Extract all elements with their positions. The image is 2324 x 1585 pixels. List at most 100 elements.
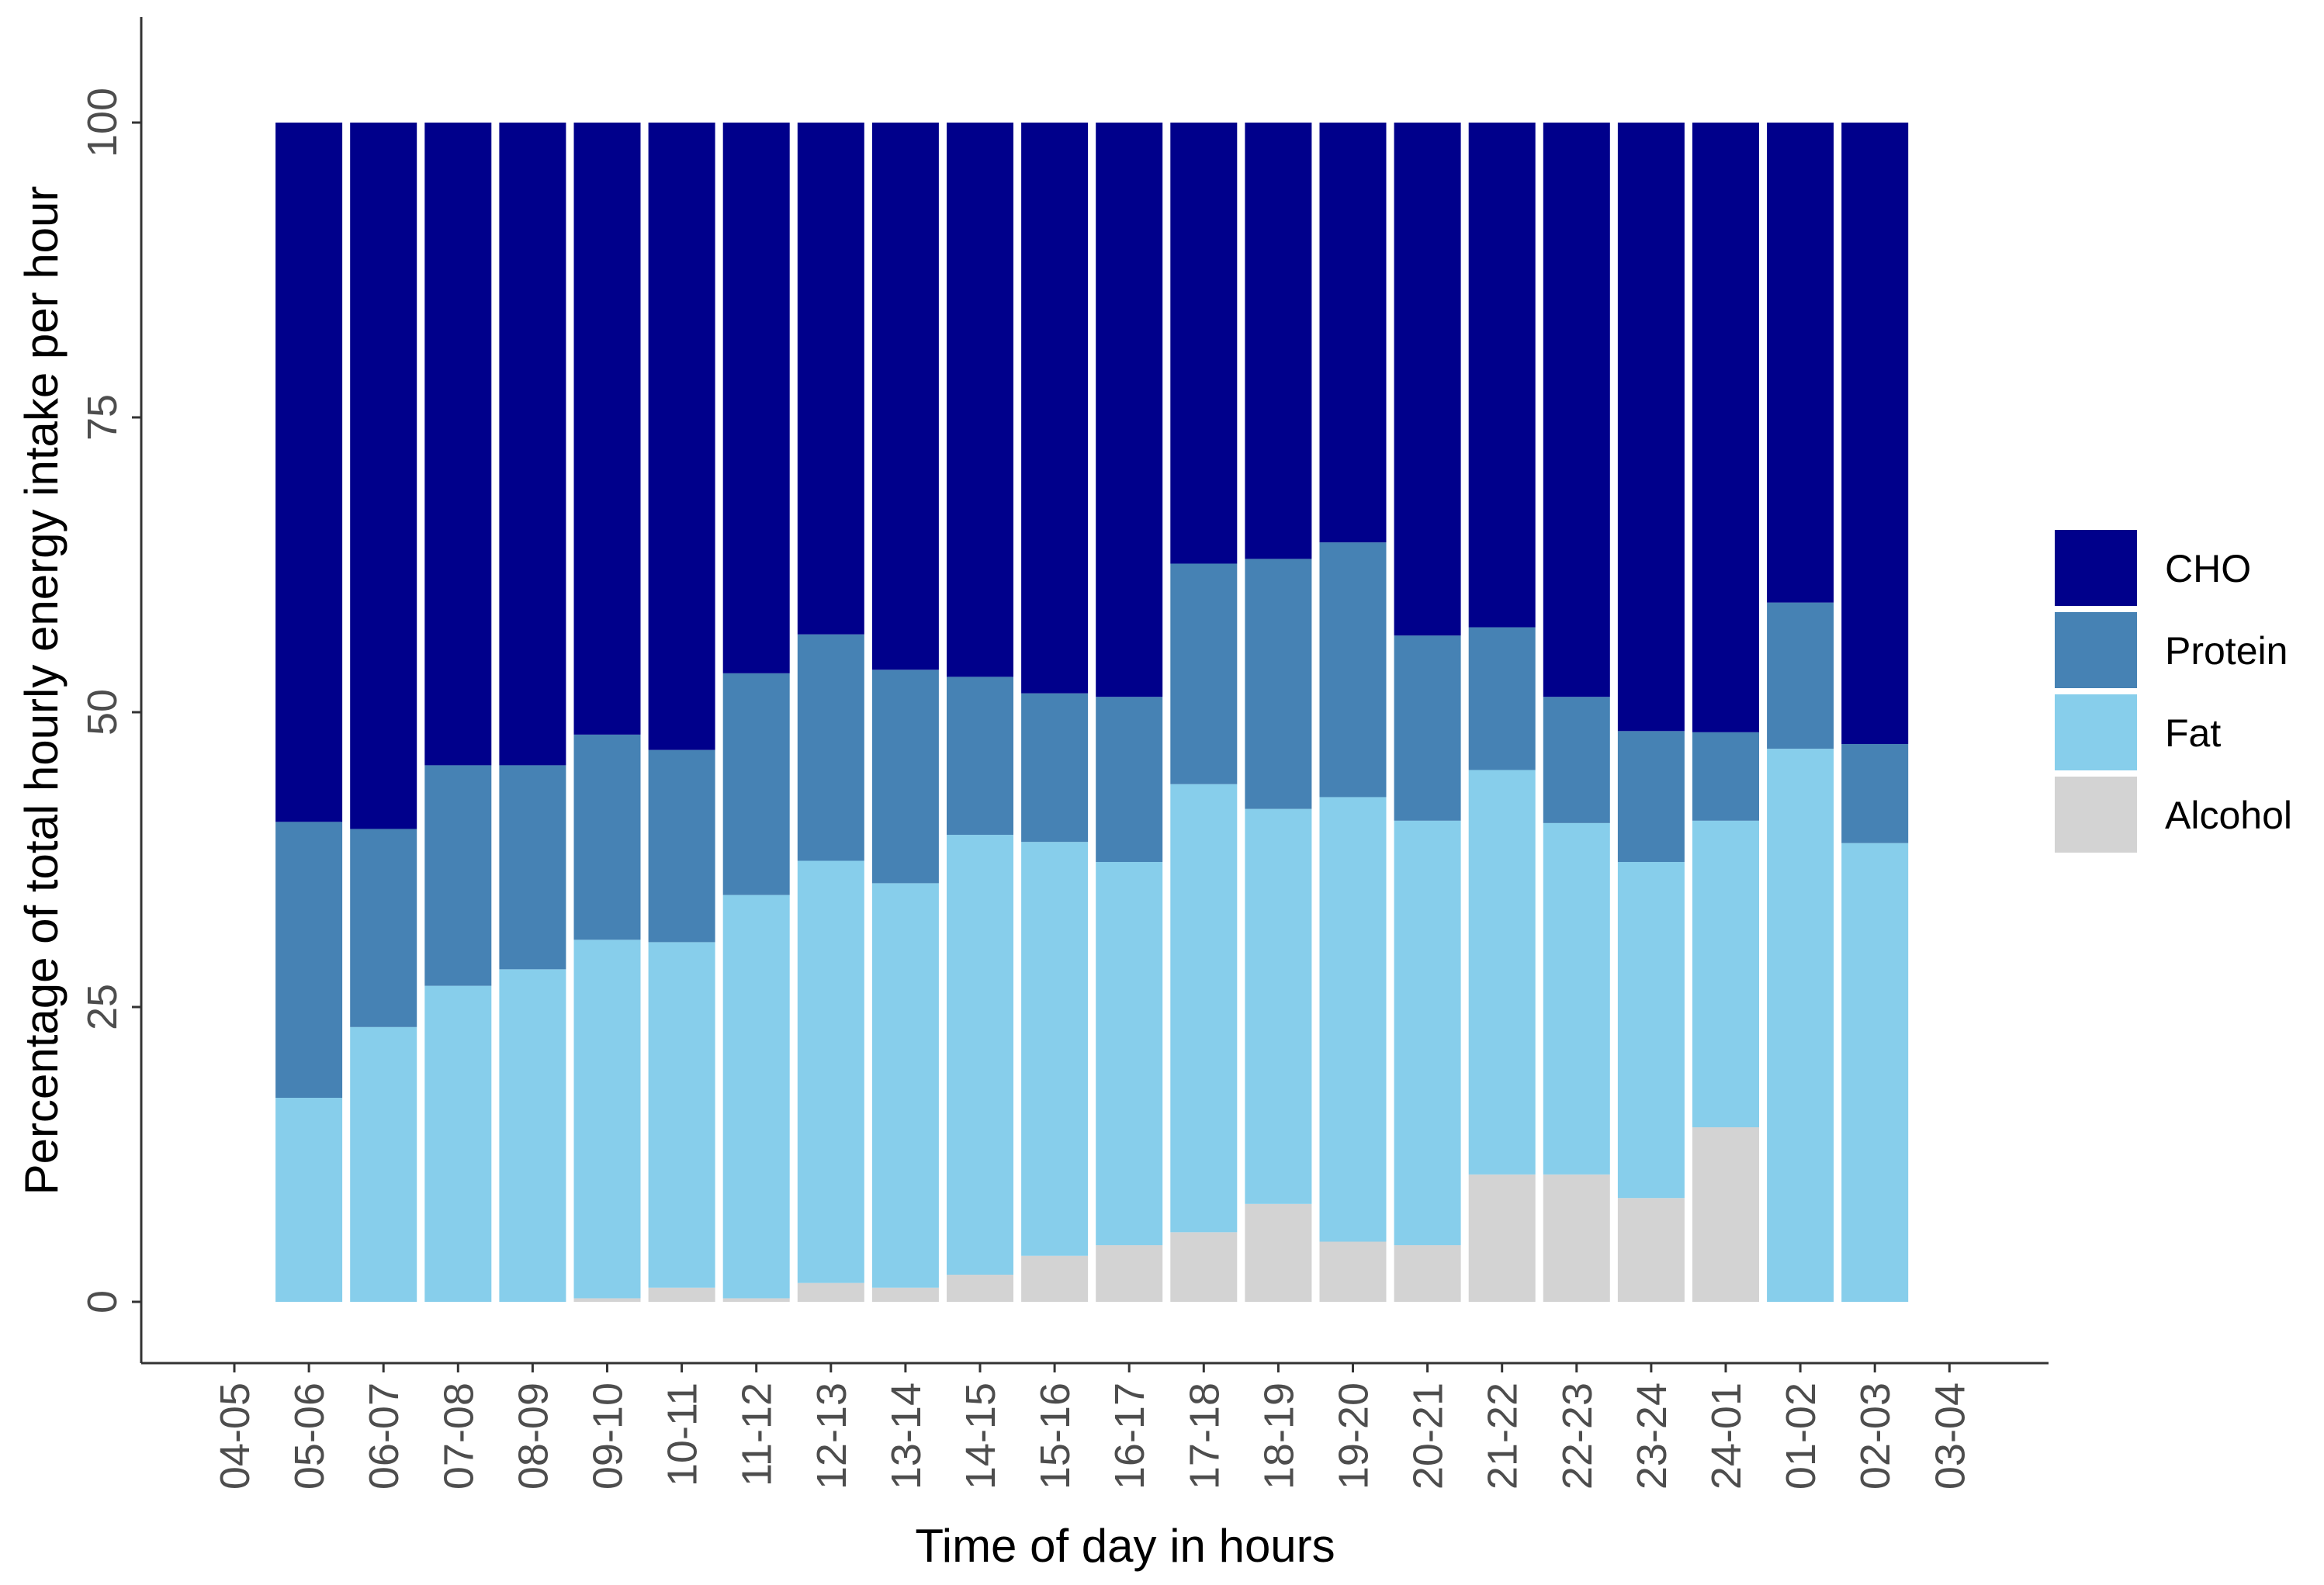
bar-segment-fat-17-18 [1170, 784, 1238, 1233]
x-tick-label: 03-04 [1927, 1383, 1973, 1490]
x-axis-ticks: 04-05 05-06 06-07 07-08 08-09 09-10 10-11 11-12… [212, 1363, 1973, 1490]
bar-segment-cho-10-11 [648, 123, 715, 750]
bar-segment-cho-17-18 [1170, 123, 1238, 564]
x-tick-label: 18-19 [1256, 1383, 1302, 1490]
x-tick-label: 19-20 [1331, 1383, 1377, 1490]
bar-segment-fat-24-01 [1692, 820, 1759, 1128]
x-tick-label: 06-07 [361, 1383, 407, 1490]
bar-segment-alcohol-20-21 [1394, 1245, 1461, 1302]
bar-segment-protein-19-20 [1319, 542, 1387, 798]
bar-segment-protein-24-01 [1692, 732, 1759, 821]
y-tick-label: 75 [79, 394, 126, 441]
bar-segment-cho-16-17 [1096, 123, 1163, 697]
bar-segment-protein-11-12 [722, 673, 790, 895]
bar-segment-fat-23-24 [1617, 862, 1685, 1199]
bar-segment-alcohol-10-11 [648, 1287, 715, 1302]
bar-segment-protein-22-23 [1543, 697, 1610, 823]
bar-segment-cho-07-08 [424, 123, 492, 766]
bar-segment-fat-07-08 [424, 985, 492, 1302]
x-tick-label: 23-24 [1629, 1383, 1675, 1490]
bar-segment-protein-20-21 [1394, 635, 1461, 821]
legend: CHO Protein Fat Alcohol [2055, 530, 2292, 853]
bar-segment-fat-06-07 [350, 1026, 417, 1302]
y-tick-label: 100 [79, 88, 126, 157]
bar-segment-fat-13-14 [871, 883, 939, 1288]
bar-segment-fat-22-23 [1543, 822, 1610, 1175]
bar-segment-alcohol-18-19 [1245, 1203, 1312, 1302]
legend-swatch-protein [2055, 612, 2137, 688]
bar-segment-cho-15-16 [1021, 123, 1089, 694]
y-axis-title: Percentage of total hourly energy intake… [16, 186, 68, 1196]
y-tick-label: 0 [79, 1290, 126, 1313]
bar-segment-cho-08-09 [499, 123, 566, 766]
x-tick-label: 12-13 [809, 1383, 855, 1490]
x-tick-label: 24-01 [1703, 1383, 1750, 1490]
bar-segment-protein-21-22 [1468, 627, 1536, 770]
x-tick-label: 15-16 [1032, 1383, 1079, 1490]
bar-segment-protein-23-24 [1617, 731, 1685, 863]
bar-segment-cho-19-20 [1319, 123, 1387, 543]
y-tick-label: 25 [79, 984, 126, 1030]
bar-segment-cho-06-07 [350, 123, 417, 829]
legend-label-fat: Fat [2165, 711, 2221, 755]
x-tick-label: 07-08 [435, 1383, 482, 1490]
x-tick-label: 16-17 [1107, 1383, 1153, 1490]
bar-segment-fat-12-13 [797, 860, 864, 1283]
bar-segment-cho-12-13 [797, 123, 864, 635]
bar-segment-cho-21-22 [1468, 123, 1536, 628]
bar-segment-cho-20-21 [1394, 123, 1461, 636]
legend-swatch-cho [2055, 530, 2137, 606]
bar-segment-protein-08-09 [499, 765, 566, 970]
bar-segment-protein-07-08 [424, 765, 492, 986]
bar-segment-fat-01-02 [1767, 749, 1834, 1302]
bar-segment-alcohol-24-01 [1692, 1127, 1759, 1302]
bar-segment-cho-18-19 [1245, 123, 1312, 559]
x-tick-label: 14-15 [958, 1383, 1004, 1490]
bar-segment-alcohol-09-10 [573, 1298, 641, 1302]
x-tick-label: 02-03 [1852, 1383, 1899, 1490]
bar-segment-fat-09-10 [573, 940, 641, 1299]
bar-segment-fat-05-06 [275, 1098, 343, 1302]
x-tick-label: 22-23 [1554, 1383, 1601, 1490]
bar-segment-fat-18-19 [1245, 808, 1312, 1204]
y-axis-ticks: 0 25 50 75 100 [79, 88, 141, 1313]
bar-segment-cho-01-02 [1767, 123, 1834, 603]
bar-segment-protein-02-03 [1841, 744, 1909, 843]
bar-segment-alcohol-13-14 [871, 1287, 939, 1302]
bar-segment-alcohol-16-17 [1096, 1245, 1163, 1302]
bar-segment-alcohol-21-22 [1468, 1174, 1536, 1302]
bar-segment-cho-22-23 [1543, 123, 1610, 697]
x-tick-label: 01-02 [1778, 1383, 1824, 1490]
bar-segment-fat-11-12 [722, 895, 790, 1299]
bar-segment-alcohol-11-12 [722, 1298, 790, 1302]
bar-segment-alcohol-22-23 [1543, 1174, 1610, 1302]
bar-segment-fat-14-15 [947, 835, 1013, 1275]
bar-segment-alcohol-14-15 [947, 1275, 1013, 1302]
bar-segment-protein-17-18 [1170, 563, 1238, 784]
x-tick-label: 10-11 [660, 1383, 706, 1486]
bar-segment-cho-09-10 [573, 123, 641, 735]
legend-swatch-alcohol [2055, 777, 2137, 853]
bar-segment-alcohol-23-24 [1617, 1198, 1685, 1302]
bar-segment-alcohol-12-13 [797, 1282, 864, 1302]
bar-segment-protein-10-11 [648, 749, 715, 943]
bar-segment-alcohol-17-18 [1170, 1232, 1238, 1302]
bar-segment-cho-05-06 [275, 123, 343, 822]
bar-segment-cho-24-01 [1692, 123, 1759, 732]
bar-segment-fat-08-09 [499, 969, 566, 1302]
legend-label-protein: Protein [2165, 629, 2288, 673]
bar-segment-fat-02-03 [1841, 843, 1909, 1302]
x-tick-label: 17-18 [1181, 1383, 1228, 1490]
bar-segment-protein-12-13 [797, 634, 864, 861]
bar-segment-fat-15-16 [1021, 842, 1089, 1256]
bar-segment-protein-05-06 [275, 822, 343, 1099]
bar-segment-protein-13-14 [871, 670, 939, 884]
bar-segment-protein-06-07 [350, 829, 417, 1027]
bar-segment-cho-14-15 [947, 123, 1013, 677]
legend-swatch-fat [2055, 694, 2137, 770]
x-tick-label: 08-09 [510, 1383, 556, 1490]
bar-segment-protein-09-10 [573, 734, 641, 940]
bar-segment-fat-10-11 [648, 942, 715, 1288]
bar-segment-protein-14-15 [947, 677, 1013, 836]
x-tick-label: 20-21 [1405, 1383, 1452, 1490]
